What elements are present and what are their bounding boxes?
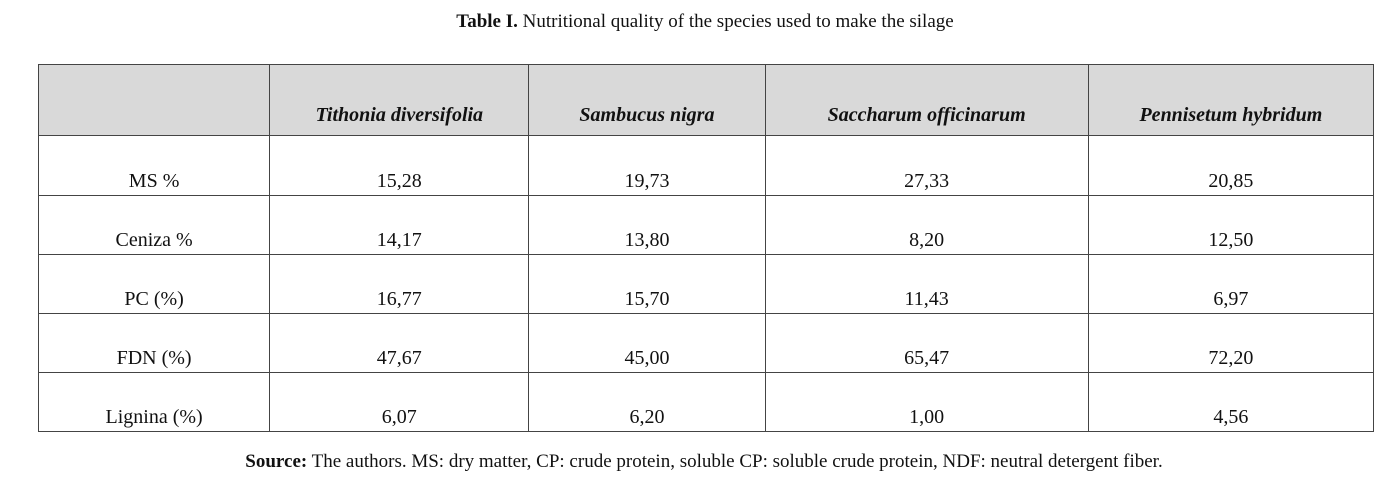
column-header: Tithonia diversifolia — [269, 64, 530, 136]
table-row: Lignina (%) 6,07 6,20 1,00 4,56 — [37, 372, 1375, 432]
table-cell: 20,85 — [1087, 135, 1375, 196]
table-cell: 65,47 — [764, 313, 1089, 373]
table-cell: 6,20 — [528, 372, 766, 432]
table-cell: 19,73 — [528, 135, 766, 196]
table-cell: 13,80 — [528, 195, 766, 255]
table-row: MS % 15,28 19,73 27,33 20,85 — [37, 135, 1375, 196]
caption-lead: Table I. — [456, 11, 518, 32]
caption-text: Nutritional quality of the species used … — [517, 11, 954, 32]
source-text: The authors. MS: dry matter, CP: crude p… — [307, 451, 1163, 472]
row-label: FDN (%) — [37, 313, 271, 373]
header-corner — [37, 64, 271, 136]
table-cell: 45,00 — [528, 313, 766, 373]
table-cell: 72,20 — [1087, 313, 1375, 373]
table-cell: 14,17 — [269, 195, 530, 255]
nutrition-table: Tithonia diversifolia Sambucus nigra Sac… — [37, 64, 1375, 432]
row-label: Lignina (%) — [37, 372, 271, 432]
table-cell: 15,28 — [269, 135, 530, 196]
row-label: Ceniza % — [37, 195, 271, 255]
column-header: Sambucus nigra — [528, 64, 766, 136]
table-cell: 47,67 — [269, 313, 530, 373]
table-cell: 27,33 — [764, 135, 1089, 196]
table-cell: 6,07 — [269, 372, 530, 432]
table-row: PC (%) 16,77 15,70 11,43 6,97 — [37, 254, 1375, 314]
table-cell: 8,20 — [764, 195, 1089, 255]
table-header-row: Tithonia diversifolia Sambucus nigra Sac… — [37, 64, 1375, 136]
table-cell: 4,56 — [1087, 372, 1375, 432]
table-cell: 6,97 — [1087, 254, 1375, 314]
table-cell: 12,50 — [1087, 195, 1375, 255]
source-lead: Source: — [245, 451, 308, 472]
table-row: Ceniza % 14,17 13,80 8,20 12,50 — [37, 195, 1375, 255]
column-header: Pennisetum hybridum — [1087, 64, 1375, 136]
table-cell: 16,77 — [269, 254, 530, 314]
row-label: PC (%) — [37, 254, 271, 314]
table-cell: 1,00 — [764, 372, 1089, 432]
row-label: MS % — [37, 135, 271, 196]
table-caption: Table I. Nutritional quality of the spec… — [0, 10, 1389, 34]
table-cell: 11,43 — [764, 254, 1089, 314]
table-source-note: Source: The authors. MS: dry matter, CP:… — [0, 450, 1389, 474]
table-cell: 15,70 — [528, 254, 766, 314]
column-header: Saccharum officinarum — [764, 64, 1089, 136]
table-row: FDN (%) 47,67 45,00 65,47 72,20 — [37, 313, 1375, 373]
